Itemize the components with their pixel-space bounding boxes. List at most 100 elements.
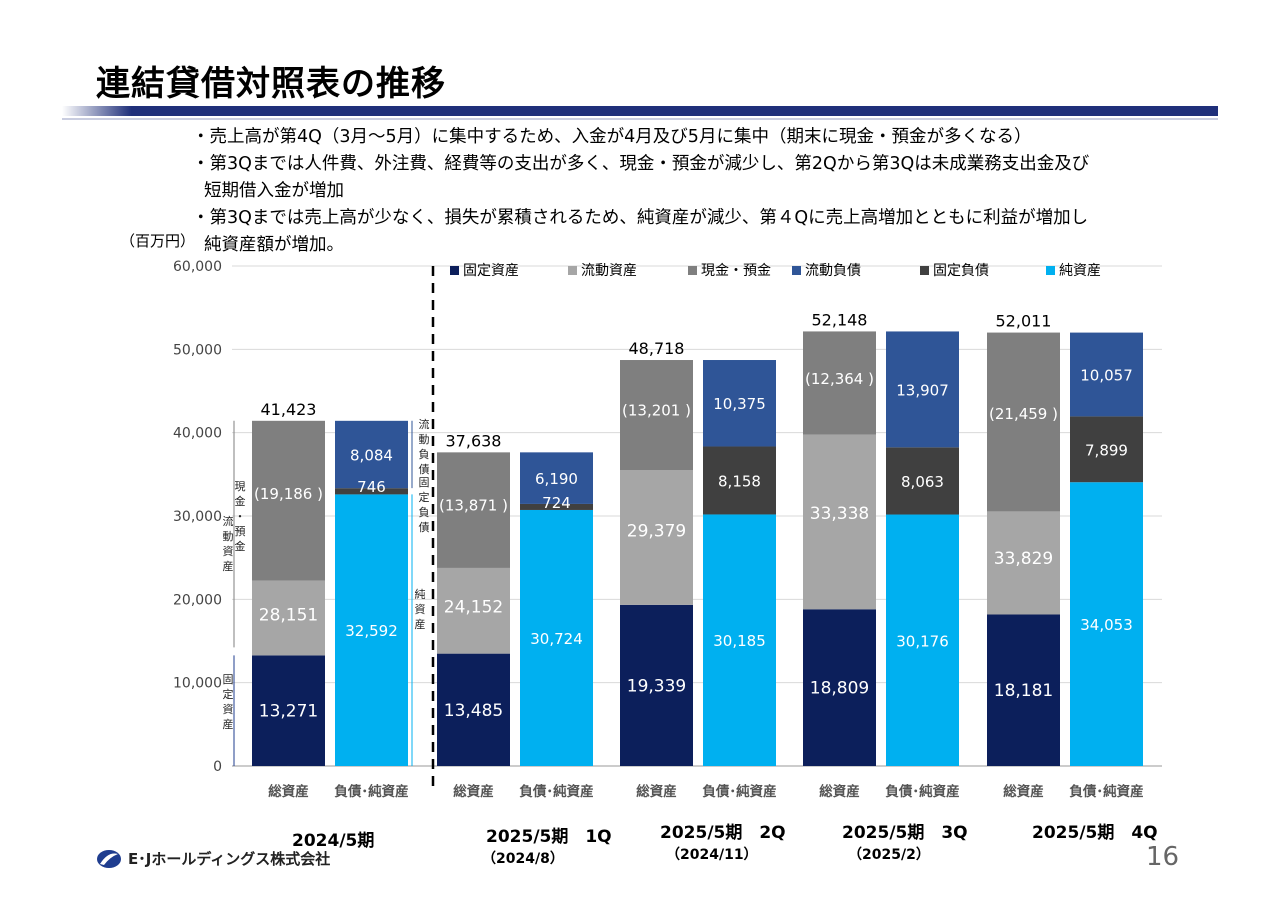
label-current-liab: 10,057: [1080, 366, 1133, 384]
summary-bullets: ・売上高が第4Q（3月～5月）に集中するため、入金が4月及び5月に集中（期末に現…: [192, 124, 1089, 259]
period-label: 2025/5期 3Q: [842, 823, 968, 843]
annotation-current-liab: 動: [419, 432, 430, 446]
company-name: E･Jホールディングス株式会社: [128, 850, 331, 868]
annotation-current-liab: 債: [419, 462, 430, 476]
label-cash: (13,201 ): [622, 402, 691, 420]
label-fixed-liab: 7,899: [1085, 441, 1128, 459]
period-label: 2025/5期 2Q: [660, 823, 786, 843]
label-current-liab: 6,190: [535, 470, 578, 488]
bar-fixed-liab: [335, 488, 408, 495]
label-current-liab: 8,084: [350, 447, 393, 465]
label-current-assets: 29,379: [627, 522, 686, 542]
bar-net-assets: [1070, 482, 1143, 766]
annotation-current-assets: 産: [223, 560, 234, 573]
bullet-1: ・売上高が第4Q（3月～5月）に集中するため、入金が4月及び5月に集中（期末に現…: [192, 127, 1032, 147]
bar-category-liab: 負債･純資産: [519, 783, 593, 800]
bullet-3-cont: 純資産額が増加。: [204, 235, 344, 255]
bar-fixed-liab: [1070, 416, 1143, 483]
legend-label: 現金・預金: [701, 263, 771, 279]
y-tick-label: 30,000: [173, 509, 222, 525]
bar-cash: [437, 452, 510, 568]
y-tick-label: 60,000: [173, 259, 222, 275]
label-cash: (13,871 ): [439, 496, 508, 514]
bar-current-assets: [437, 567, 510, 654]
label-fixed-liab: 724: [542, 494, 571, 512]
bar-cash: [620, 360, 693, 471]
label-fixed-assets: 13,485: [444, 701, 503, 721]
legend-swatch: [1046, 265, 1055, 275]
bar-fixed-assets: [803, 609, 876, 766]
period-label: 2025/5期 4Q: [1032, 823, 1158, 843]
legend-item: 流動資産: [568, 260, 637, 280]
bar-fixed-liab: [520, 503, 593, 510]
label-current-assets: 28,151: [259, 605, 318, 625]
bar-net-assets: [703, 514, 776, 766]
bullet-3: ・第3Qまでは売上高が少なく、損失が累積されるため、純資産が減少、第４Qに売上高…: [192, 208, 1089, 228]
annotation-cash: 金: [235, 539, 246, 553]
annotation-current-liab: 負: [419, 448, 430, 461]
page-number: 16: [1146, 842, 1180, 872]
legend-label: 純資産: [1059, 263, 1101, 279]
annotation-fixed-assets: 定: [223, 687, 234, 701]
bar-cash: [252, 420, 325, 581]
annotation-fixed-assets: 産: [223, 718, 234, 731]
label-fixed-assets: 18,809: [810, 679, 869, 699]
label-net-assets: 32,592: [345, 622, 398, 640]
label-net-assets: 34,053: [1080, 616, 1133, 634]
annotation-cash: 現: [235, 480, 246, 493]
annotation-current-assets: 動: [223, 529, 234, 543]
label-cash: (19,186 ): [254, 485, 323, 503]
annotation-fixed-assets: 資: [223, 703, 234, 716]
annotation-current-liab: 流: [419, 417, 430, 431]
bar-fixed-liab: [703, 446, 776, 515]
logo-mark-icon: [97, 849, 121, 868]
bar-category-assets: 総資産: [1003, 783, 1044, 800]
y-tick-label: 50,000: [173, 342, 222, 358]
label-net-assets: 30,724: [530, 630, 583, 648]
bar-current-liab: [335, 420, 408, 489]
label-net-assets: 30,185: [713, 632, 766, 650]
bullet-2: ・第3Qまでは人件費、外注費、経費等の支出が多く、現金・預金が減少し、第2Qから…: [192, 154, 1090, 174]
bar-current-liab: [703, 360, 776, 447]
legend-label: 固定資産: [463, 263, 519, 279]
period-sublabel: （2025/2）: [848, 847, 930, 863]
bar-cash: [803, 331, 876, 435]
period-label: 2024/5期: [292, 831, 375, 851]
label-total-assets: 41,423: [261, 400, 317, 419]
y-axis-unit: （百万円）: [120, 232, 196, 250]
label-current-assets: 33,829: [994, 549, 1053, 569]
bar-fixed-liab: [886, 447, 959, 515]
bar-net-assets: [335, 494, 408, 766]
bar-current-liab: [520, 452, 593, 504]
annotation-cash: 預: [235, 525, 246, 538]
annotation-net-assets: 資: [415, 603, 426, 616]
bar-current-assets: [987, 511, 1060, 615]
legend-item: 固定資産: [450, 260, 519, 280]
legend-label: 流動負債: [805, 263, 861, 279]
label-cash: (21,459 ): [989, 405, 1058, 423]
label-total-assets: 52,148: [812, 310, 868, 329]
label-current-assets: 24,152: [444, 597, 503, 617]
y-tick-label: 10,000: [173, 676, 222, 692]
bar-category-liab: 負債･純資産: [702, 783, 776, 800]
bar-fixed-assets: [987, 614, 1060, 766]
bar-category-assets: 総資産: [453, 783, 494, 800]
label-fixed-liab: 746: [357, 478, 386, 496]
legend-swatch: [450, 265, 459, 275]
annotation-fixed-liab: 定: [419, 490, 430, 504]
legend-swatch: [792, 265, 801, 275]
legend-swatch: [568, 265, 577, 275]
label-total-assets: 52,011: [996, 312, 1052, 331]
annotation-fixed-liab: 負: [419, 506, 430, 519]
annotation-fixed-assets: 固: [223, 673, 234, 686]
label-fixed-assets: 19,339: [627, 676, 686, 696]
label-fixed-liab: 8,158: [718, 472, 761, 490]
label-current-liab: 10,375: [713, 395, 766, 413]
bar-fixed-assets: [620, 604, 693, 766]
legend-label: 流動資産: [581, 263, 637, 279]
label-fixed-assets: 18,181: [994, 681, 1053, 701]
bar-net-assets: [520, 509, 593, 766]
y-tick-label: 40,000: [173, 426, 222, 442]
bar-category-liab: 負債･純資産: [334, 783, 408, 800]
